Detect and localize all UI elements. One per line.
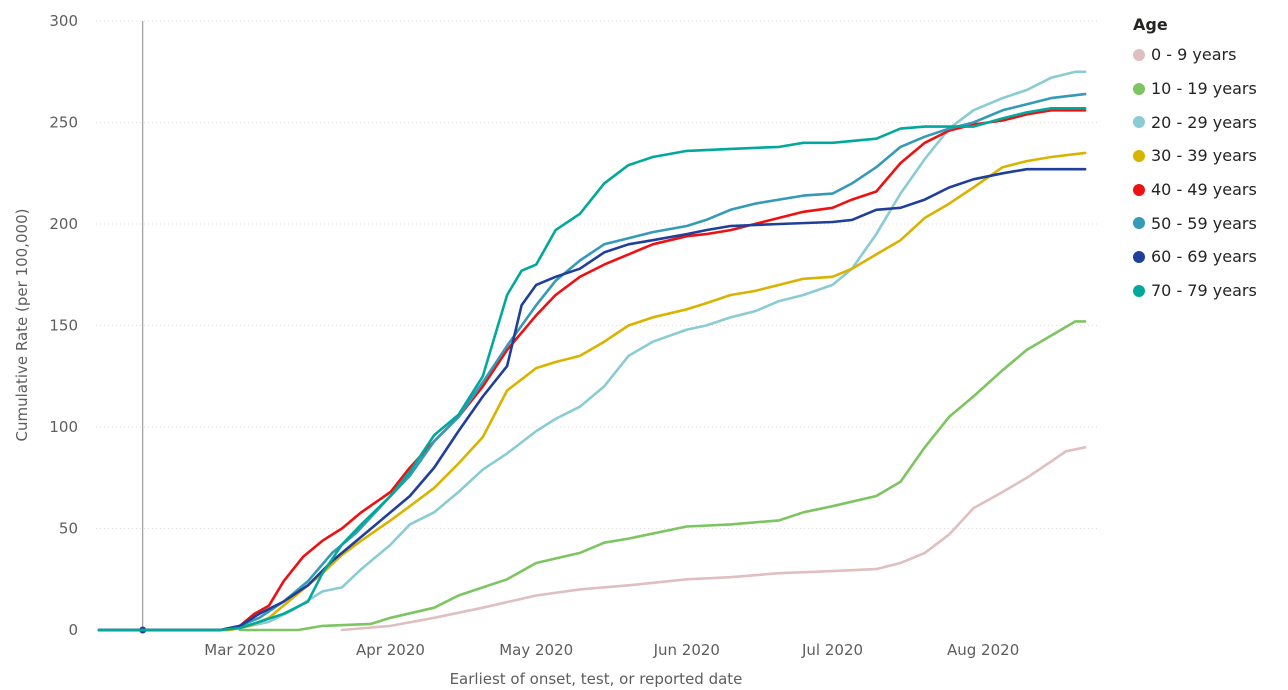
legend-item[interactable]: 10 - 19 years bbox=[1133, 72, 1257, 106]
x-axis: Mar 2020 Apr 2020 May 2020 Jun 2020 Jul 2020… bbox=[204, 641, 1019, 659]
series-line-30-39-years[interactable] bbox=[97, 151, 1087, 632]
gridlines bbox=[96, 20, 1097, 529]
legend: Age 0 - 9 years 10 - 19 years 20 - 29 year… bbox=[1133, 12, 1257, 308]
legend-marker bbox=[1133, 48, 1145, 61]
x-tick-label: Apr 2020 bbox=[356, 641, 425, 659]
reference-line bbox=[139, 21, 147, 634]
legend-marker bbox=[1133, 149, 1145, 162]
legend-item[interactable]: 60 - 69 years bbox=[1133, 240, 1257, 274]
legend-item[interactable]: 50 - 59 years bbox=[1133, 206, 1257, 240]
legend-label: 0 - 9 years bbox=[1151, 45, 1237, 65]
series-line-20-29-years[interactable] bbox=[97, 70, 1087, 632]
legend-item[interactable]: 30 - 39 years bbox=[1133, 139, 1257, 173]
y-tick-label: 150 bbox=[49, 317, 78, 335]
legend-label: 70 - 79 years bbox=[1151, 281, 1257, 301]
y-tick-label: 200 bbox=[49, 215, 78, 233]
legend-label: 20 - 29 years bbox=[1151, 112, 1257, 132]
x-axis-title: Earliest of onset, test, or reported dat… bbox=[450, 670, 743, 688]
x-tick-label: Jul 2020 bbox=[801, 641, 863, 659]
legend-marker bbox=[1133, 116, 1145, 129]
series-line-60-69-years[interactable] bbox=[97, 167, 1087, 632]
legend-label: 10 - 19 years bbox=[1151, 79, 1257, 99]
series-line-0-9-years[interactable] bbox=[340, 446, 1087, 632]
legend-marker bbox=[1133, 284, 1145, 297]
series-lines bbox=[97, 70, 1087, 632]
legend-label: 50 - 59 years bbox=[1151, 213, 1257, 233]
x-tick-label: Jun 2020 bbox=[653, 641, 720, 659]
y-tick-label: 250 bbox=[49, 114, 78, 132]
x-tick-label: May 2020 bbox=[499, 641, 573, 659]
legend-label: 60 - 69 years bbox=[1151, 247, 1257, 267]
legend-label: 40 - 49 years bbox=[1151, 180, 1257, 200]
x-tick-label: Aug 2020 bbox=[947, 641, 1019, 659]
y-tick-label: 50 bbox=[59, 520, 78, 538]
y-tick-label: 300 bbox=[49, 12, 78, 30]
legend-marker bbox=[1133, 250, 1145, 263]
y-axis-title: Cumulative Rate (per 100,000) bbox=[13, 209, 31, 442]
series-line-40-49-years[interactable] bbox=[97, 109, 1087, 632]
y-tick-label: 0 bbox=[68, 621, 78, 639]
legend-item[interactable]: 20 - 29 years bbox=[1133, 105, 1257, 139]
legend-marker bbox=[1133, 217, 1145, 230]
x-tick-label: Mar 2020 bbox=[204, 641, 275, 659]
legend-item[interactable]: 0 - 9 years bbox=[1133, 38, 1257, 72]
legend-items: 0 - 9 years 10 - 19 years 20 - 29 years 30 … bbox=[1133, 38, 1257, 308]
legend-item[interactable]: 70 - 79 years bbox=[1133, 274, 1257, 308]
legend-title: Age bbox=[1133, 15, 1168, 34]
legend-marker bbox=[1133, 183, 1145, 196]
series-line-10-19-years[interactable] bbox=[238, 320, 1087, 632]
legend-item[interactable]: 40 - 49 years bbox=[1133, 173, 1257, 207]
series-line-50-59-years[interactable] bbox=[97, 92, 1087, 632]
series-line-70-79-years[interactable] bbox=[97, 107, 1087, 632]
y-axis: 0 50 100 150 200 250 300 bbox=[49, 12, 78, 639]
y-tick-label: 100 bbox=[49, 418, 78, 436]
legend-label: 30 - 39 years bbox=[1151, 146, 1257, 166]
legend-marker bbox=[1133, 82, 1145, 95]
